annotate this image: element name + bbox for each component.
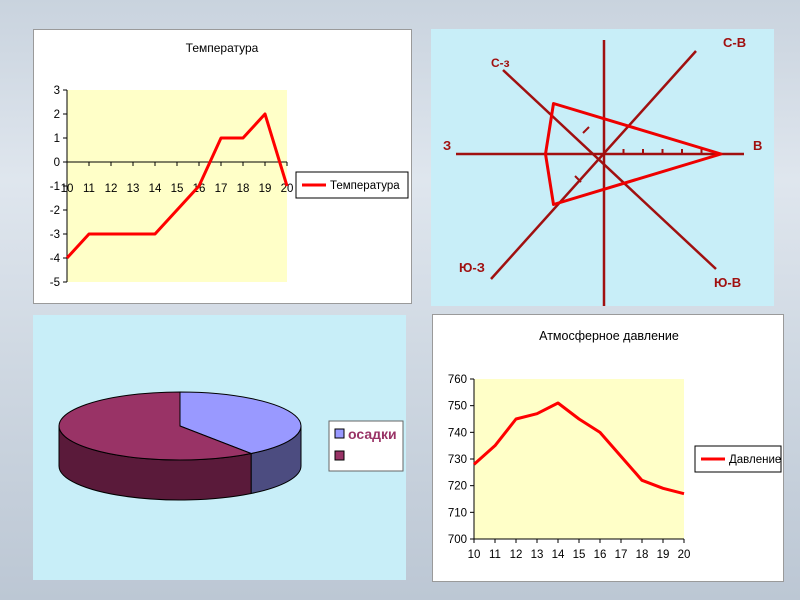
legend-label: Температура (330, 180, 400, 192)
chart-title: Атмосферное давление (539, 329, 679, 343)
wind-rose-label-sw: Ю-З (459, 260, 485, 275)
legend-swatch (334, 450, 345, 461)
y-tick-label: 3 (54, 85, 60, 97)
y-tick-label: 760 (448, 374, 467, 386)
x-tick-label: 13 (531, 549, 544, 561)
wind-rose-label-se: Ю-В (714, 275, 741, 290)
legend-swatch (334, 428, 345, 439)
x-tick-label: 16 (594, 549, 607, 561)
x-tick-label: 18 (636, 549, 649, 561)
x-tick-label: 19 (657, 549, 670, 561)
pie-slice (58, 391, 253, 461)
y-tick-label: 740 (448, 427, 467, 439)
pressure-chart: Атмосферное давление 760 750 740 730 720 710 70… (448, 329, 782, 561)
y-tick-label: -3 (50, 229, 60, 241)
precipitation-pie-chart: осадки (58, 391, 404, 501)
x-tick-label: 20 (678, 549, 691, 561)
y-tick-label: 710 (448, 507, 467, 519)
y-tick-label: 750 (448, 401, 467, 413)
y-tick-label: 1 (54, 133, 60, 145)
x-tick-label: 11 (83, 183, 95, 195)
plot-area (474, 379, 684, 539)
temperature-chart-panel: Температура 3 2 1 0 -1 -2 -3 -4 -5 10 11 12 13 14 15 16 1… (33, 29, 412, 304)
wind-rose-panel: С-В В Ю-В Ю-З З С-з (431, 29, 774, 306)
x-tick-label: 17 (215, 183, 228, 195)
y-tick-label: 700 (448, 534, 467, 546)
pressure-chart-panel: Атмосферное давление 760 750 740 730 720 710 70… (432, 314, 784, 582)
y-tick-label: 0 (54, 157, 60, 169)
x-tick-label: 11 (489, 549, 501, 561)
wind-rose-series (544, 102, 723, 206)
wind-rose-label-ne: С-В (723, 35, 746, 50)
x-tick-label: 18 (237, 183, 250, 195)
x-tick-label: 14 (149, 183, 162, 195)
x-tick-label: 12 (105, 183, 118, 195)
wind-rose-axis (502, 69, 717, 270)
wind-rose-label-w: З (443, 138, 451, 153)
precipitation-pie-panel: осадки (33, 315, 406, 580)
x-tick-label: 14 (552, 549, 565, 561)
y-tick-label: -4 (50, 253, 61, 265)
wind-rose-axis (490, 50, 697, 280)
legend-label: Давление (729, 454, 781, 466)
wind-rose-label-nw: С-з (491, 56, 510, 70)
x-tick-label: 10 (61, 183, 74, 195)
x-tick-label: 15 (171, 183, 184, 195)
x-tick-label: 16 (193, 183, 206, 195)
pie-slice (179, 391, 302, 455)
y-tick-label: -1 (50, 181, 60, 193)
wind-rose-tick (582, 126, 590, 134)
x-tick-label: 20 (281, 183, 294, 195)
x-tick-label: 13 (127, 183, 140, 195)
y-tick-label: 2 (54, 109, 60, 121)
plot-area (67, 90, 287, 282)
y-tick-label: -2 (50, 205, 60, 217)
y-tick-label: -5 (50, 277, 60, 289)
x-tick-label: 12 (510, 549, 523, 561)
y-tick-label: 730 (448, 454, 467, 466)
chart-title: Температура (186, 41, 259, 55)
x-tick-label: 10 (468, 549, 481, 561)
legend-label: осадки (348, 426, 397, 442)
y-tick-label: 720 (448, 481, 467, 493)
x-tick-label: 19 (259, 183, 272, 195)
series-line (65, 112, 289, 260)
x-tick-label: 15 (573, 549, 586, 561)
series-line (473, 401, 685, 496)
wind-rose-chart: С-В В Ю-В Ю-З З С-з (443, 35, 762, 306)
wind-rose-label-e: В (753, 138, 762, 153)
x-tick-label: 17 (615, 549, 628, 561)
wind-rose-tick (574, 175, 582, 183)
